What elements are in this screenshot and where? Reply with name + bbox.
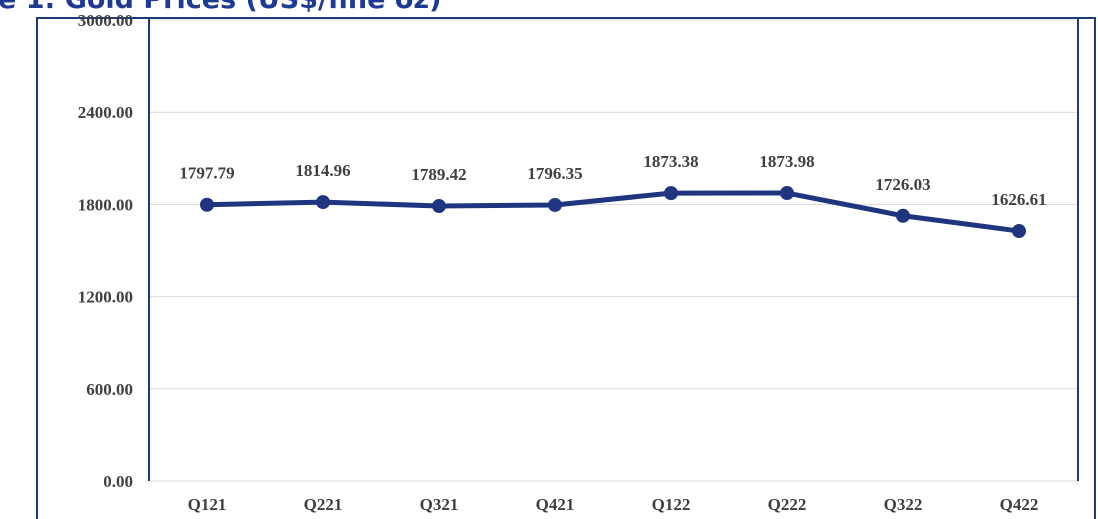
data-label: 1814.96	[295, 161, 350, 180]
y-tick-label: 0.00	[103, 472, 133, 491]
data-label: 1626.61	[991, 190, 1046, 209]
marker	[1012, 224, 1026, 239]
y-tick-label: 600.00	[86, 380, 133, 399]
x-tick-label: Q422	[1000, 495, 1039, 514]
y-tick-label: 1200.00	[78, 288, 133, 307]
marker	[780, 186, 794, 201]
x-tick-label: Q222	[768, 495, 807, 514]
data-label: 1797.79	[179, 164, 234, 183]
marker	[896, 208, 910, 223]
chart-title: e 1: Gold Prices (US$/fine oz)	[0, 0, 441, 15]
x-tick-label: Q321	[420, 495, 459, 514]
x-tick-label: Q122	[652, 495, 691, 514]
marker	[316, 195, 330, 210]
data-label: 1873.98	[759, 152, 814, 171]
y-tick-label: 3000.00	[78, 11, 133, 30]
x-tick-label: Q221	[304, 495, 343, 514]
marker	[200, 197, 214, 212]
marker	[664, 186, 678, 201]
y-tick-label: 1800.00	[78, 195, 133, 214]
marker	[548, 197, 562, 212]
x-tick-label: Q121	[188, 495, 227, 514]
data-label: 1726.03	[875, 175, 930, 194]
data-label: 1873.38	[643, 152, 698, 171]
data-label: 1796.35	[527, 164, 582, 183]
data-label: 1789.42	[411, 165, 466, 184]
marker	[432, 199, 446, 214]
x-tick-label: Q322	[884, 495, 923, 514]
line	[206, 190, 1020, 234]
chart-frame	[36, 17, 1096, 519]
x-tick-label: Q421	[536, 495, 575, 514]
y-tick-label: 2400.00	[78, 103, 133, 122]
